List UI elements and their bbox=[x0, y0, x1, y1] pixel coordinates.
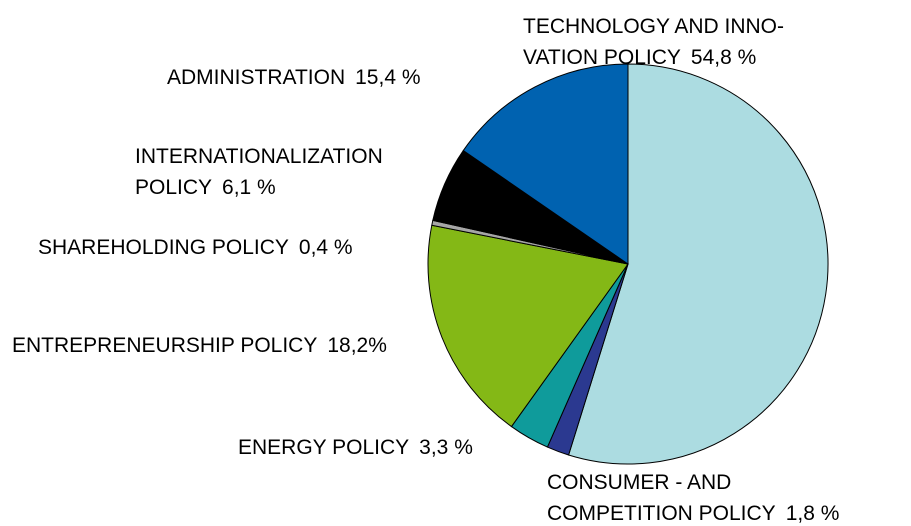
slice-label: TECHNOLOGY AND INNO- VATION POLICY 54,8 % bbox=[523, 15, 784, 69]
pie-slice bbox=[462, 63, 629, 265]
value-label: 18,2% bbox=[327, 334, 387, 357]
slice-label: INTERNATIONALIZATION POLICY 6,1 % bbox=[135, 145, 383, 199]
label-line: INTERNATIONALIZATION bbox=[135, 145, 383, 168]
label-line: SHAREHOLDING POLICY bbox=[38, 236, 289, 259]
label-line: COMPETITION POLICY bbox=[547, 502, 776, 525]
label-line: ENERGY POLICY bbox=[238, 436, 409, 459]
label-line: VATION POLICY bbox=[523, 46, 681, 69]
value-label: 54,8 % bbox=[691, 46, 756, 69]
label-line: POLICY bbox=[135, 176, 212, 199]
value-label: 0,4 % bbox=[299, 236, 353, 259]
slice-label: ENTREPRENEURSHIP POLICY 18,2% bbox=[12, 334, 387, 357]
slice-label: ENERGY POLICY 3,3 % bbox=[238, 436, 473, 459]
value-label: 1,8 % bbox=[786, 502, 840, 525]
value-label: 6,1 % bbox=[222, 176, 276, 199]
label-line: TECHNOLOGY AND INNO- bbox=[523, 15, 784, 38]
value-label: 15,4 % bbox=[355, 66, 420, 89]
pie-slice bbox=[567, 63, 829, 465]
value-label: 3,3 % bbox=[419, 436, 473, 459]
slice-label: ADMINISTRATION 15,4 % bbox=[167, 66, 421, 89]
label-line: ENTREPRENEURSHIP POLICY bbox=[12, 334, 317, 357]
slice-label: SHAREHOLDING POLICY 0,4 % bbox=[38, 236, 353, 259]
pie-slice bbox=[427, 224, 629, 428]
label-line: ADMINISTRATION bbox=[167, 66, 345, 89]
slice-label: CONSUMER - AND COMPETITION POLICY 1,8 % bbox=[547, 471, 839, 525]
label-line: CONSUMER - AND bbox=[547, 471, 731, 494]
